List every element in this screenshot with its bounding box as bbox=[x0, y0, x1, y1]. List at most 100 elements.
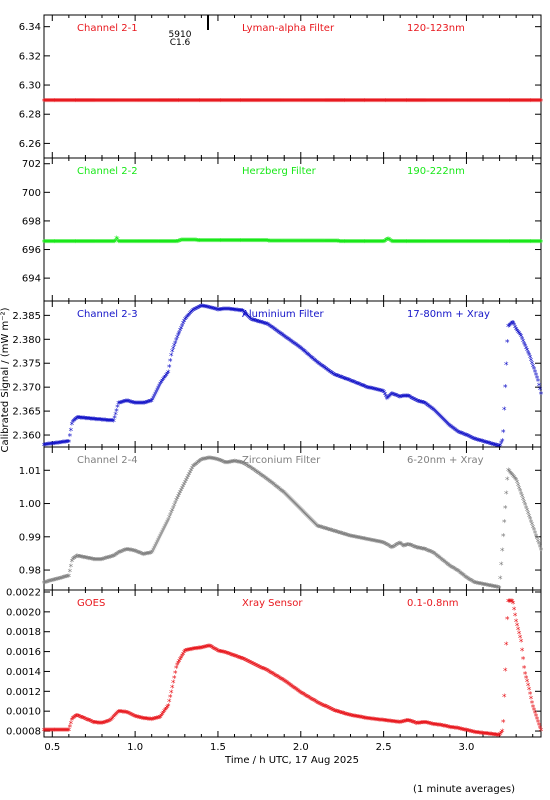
data-point: * bbox=[176, 493, 181, 503]
data-point: * bbox=[285, 97, 290, 107]
data-point: * bbox=[249, 465, 254, 475]
y-tick-label: 702 bbox=[22, 159, 41, 170]
data-point: * bbox=[360, 382, 365, 392]
data-point: * bbox=[365, 384, 370, 394]
data-point: * bbox=[366, 537, 371, 547]
data-point: * bbox=[138, 97, 143, 107]
data-point: * bbox=[60, 239, 65, 249]
data-point: * bbox=[50, 577, 55, 587]
data-point: * bbox=[211, 97, 216, 107]
data-point: * bbox=[71, 239, 76, 249]
data-point: * bbox=[348, 377, 353, 387]
data-point: * bbox=[68, 568, 73, 578]
data-point: * bbox=[500, 437, 505, 447]
data-point: * bbox=[137, 714, 142, 724]
data-point: * bbox=[246, 313, 251, 323]
data-point: * bbox=[58, 440, 63, 450]
data-point: * bbox=[74, 416, 79, 426]
data-point: * bbox=[166, 97, 171, 107]
data-point: * bbox=[479, 239, 484, 249]
data-point: * bbox=[537, 97, 542, 107]
data-point: * bbox=[504, 641, 509, 651]
data-point: * bbox=[439, 414, 444, 424]
data-point: * bbox=[352, 97, 357, 107]
data-point: * bbox=[237, 238, 242, 248]
data-point: * bbox=[58, 239, 63, 249]
data-point: * bbox=[519, 239, 524, 249]
data-point: * bbox=[247, 314, 252, 324]
data-point: * bbox=[144, 239, 149, 249]
data-point: * bbox=[428, 404, 433, 414]
x-tick-label: 1.5 bbox=[210, 742, 226, 753]
data-point: * bbox=[74, 554, 79, 564]
data-point: * bbox=[534, 239, 539, 249]
data-point: * bbox=[69, 239, 74, 249]
data-point: * bbox=[514, 239, 519, 249]
data-point: * bbox=[60, 97, 65, 107]
data-point: * bbox=[294, 238, 299, 248]
data-point: * bbox=[335, 529, 340, 539]
data-point: * bbox=[462, 97, 467, 107]
data-point: * bbox=[64, 574, 69, 584]
data-point: * bbox=[267, 478, 272, 488]
data-point: * bbox=[397, 97, 402, 107]
data-point: * bbox=[283, 238, 288, 248]
data-point: * bbox=[437, 555, 442, 565]
data-point: * bbox=[516, 482, 521, 492]
data-point: * bbox=[260, 97, 265, 107]
data-point: * bbox=[91, 416, 96, 426]
data-point: * bbox=[422, 546, 427, 556]
data-point: * bbox=[71, 556, 76, 566]
data-point: * bbox=[182, 237, 187, 247]
panel-label: Channel 2-2 bbox=[77, 166, 138, 177]
data-point: * bbox=[296, 343, 301, 353]
data-point: * bbox=[473, 239, 478, 249]
data-point: * bbox=[98, 720, 103, 730]
data-point: * bbox=[112, 552, 117, 562]
data-point: * bbox=[206, 237, 211, 247]
data-point: * bbox=[80, 714, 85, 724]
data-point: * bbox=[448, 563, 453, 573]
data-point: * bbox=[451, 97, 456, 107]
data-point: * bbox=[67, 573, 72, 583]
data-point: * bbox=[509, 239, 514, 249]
data-point: * bbox=[351, 97, 356, 107]
data-point: * bbox=[133, 97, 138, 107]
data-point: * bbox=[478, 581, 483, 591]
data-point: * bbox=[52, 239, 57, 249]
data-point: * bbox=[67, 239, 72, 249]
data-point: * bbox=[422, 400, 427, 410]
data-point: * bbox=[453, 566, 458, 576]
data-point: * bbox=[255, 97, 260, 107]
data-point: * bbox=[474, 436, 479, 446]
data-point: * bbox=[62, 727, 67, 737]
data-point: * bbox=[118, 549, 123, 559]
data-point: * bbox=[62, 439, 67, 449]
data-point: * bbox=[75, 713, 80, 723]
data-point: * bbox=[394, 97, 399, 107]
data-point: * bbox=[280, 332, 285, 342]
data-point: * bbox=[410, 97, 415, 107]
data-point: * bbox=[134, 548, 139, 558]
data-point: * bbox=[481, 439, 486, 449]
data-point: * bbox=[450, 425, 455, 435]
data-point: * bbox=[239, 308, 244, 318]
panel-frame bbox=[43, 300, 542, 448]
data-point: * bbox=[363, 97, 368, 107]
data-point: * bbox=[361, 383, 366, 393]
data-point: * bbox=[516, 239, 521, 249]
data-point: * bbox=[268, 97, 273, 107]
data-point: * bbox=[85, 415, 90, 425]
data-point: * bbox=[143, 551, 148, 561]
data-point: * bbox=[267, 238, 272, 248]
data-point: * bbox=[161, 376, 166, 386]
data-point: * bbox=[374, 97, 379, 107]
data-point: * bbox=[386, 542, 391, 552]
data-point: * bbox=[430, 97, 435, 107]
y-tick-label: 6.30 bbox=[19, 81, 41, 92]
data-point: * bbox=[413, 97, 418, 107]
x-tick-label: 1.0 bbox=[127, 742, 143, 753]
data-point: * bbox=[512, 97, 517, 107]
